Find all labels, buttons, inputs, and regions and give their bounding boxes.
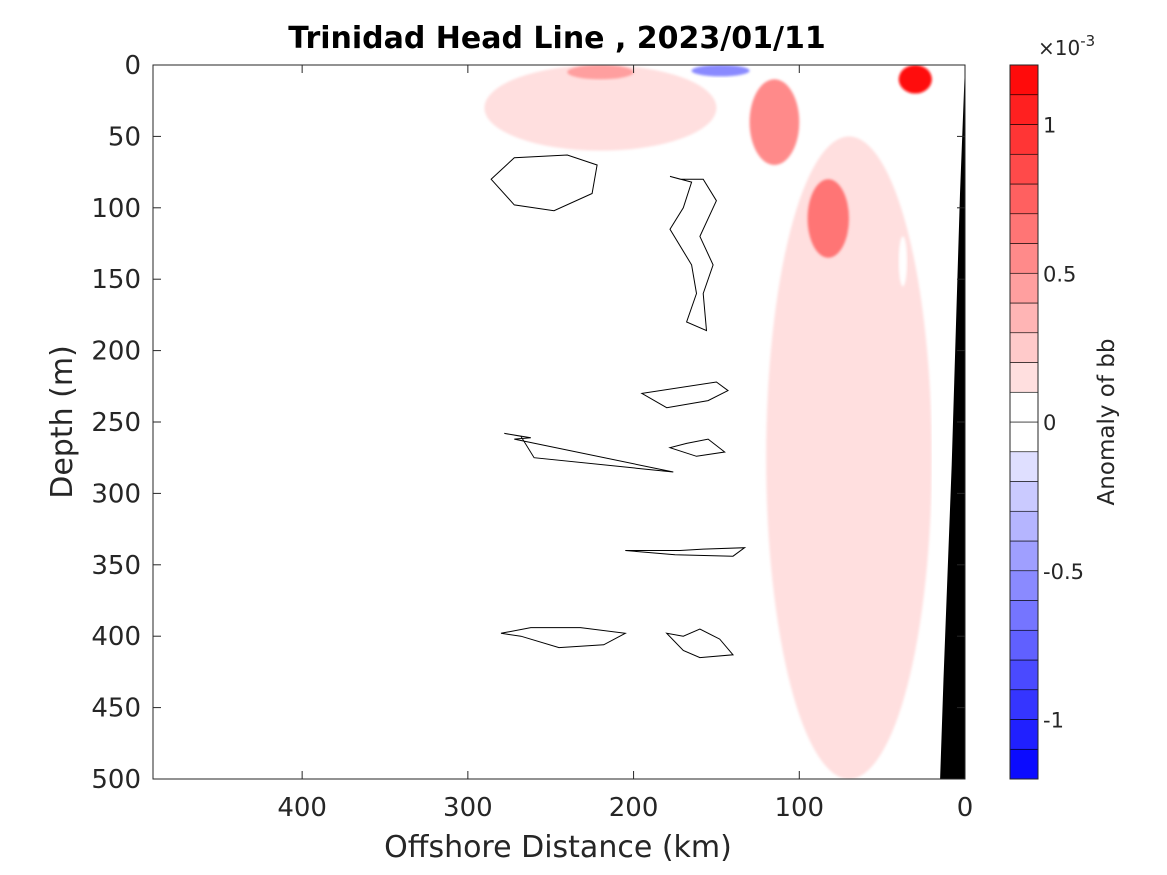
- colorbar-swatch: [1009, 570, 1039, 601]
- y-tick-label: 350: [91, 551, 141, 581]
- anomaly-region: [550, 633, 593, 641]
- anomaly-region: [898, 65, 932, 94]
- colorbar-swatch: [1009, 659, 1039, 691]
- anomaly-region: [898, 236, 907, 287]
- x-axis-label: Offshore Distance (km): [384, 830, 732, 865]
- colorbar-tick-label: -0.5: [1043, 560, 1084, 584]
- zero-contours: [490, 154, 747, 659]
- colorbar-swatch: [1009, 362, 1039, 393]
- y-tick-label: 150: [91, 265, 141, 295]
- contour-line: [625, 547, 747, 557]
- colorbar-swatch: [1009, 183, 1039, 215]
- y-tick-label: 300: [91, 479, 141, 509]
- colorbar-tick-label: 0: [1043, 411, 1056, 435]
- y-tick-label: 450: [91, 694, 141, 724]
- x-axis: 400 300 200 100 0: [277, 65, 973, 823]
- colorbar-swatch: [1009, 689, 1039, 720]
- colorbar-swatch: [1009, 153, 1039, 185]
- y-tick-label: 0: [124, 51, 141, 81]
- colorbar-swatch: [1009, 748, 1039, 780]
- coastal-blank-wedge: [931, 65, 965, 779]
- x-tick-label: 0: [957, 793, 974, 823]
- contour-line: [640, 381, 729, 409]
- y-tick-label: 200: [91, 337, 141, 367]
- colorbar-swatch: [1009, 391, 1039, 423]
- contour-line: [668, 438, 726, 457]
- colorbar-frame: [1009, 64, 1039, 780]
- anomaly-region: [691, 65, 750, 77]
- colorbar-swatch: [1009, 600, 1039, 631]
- colorbar-swatch: [1009, 302, 1039, 334]
- colorbar-swatch: [1009, 629, 1039, 661]
- x-tick-label: 400: [277, 793, 327, 823]
- colorbar-exponent: ×10-3: [1038, 32, 1095, 60]
- colorbar-swatch: [1009, 451, 1039, 482]
- colorbar-swatch: [1009, 64, 1039, 96]
- colorbar-swatch: [1009, 540, 1039, 572]
- colorbar-swatch: [1009, 719, 1039, 750]
- y-tick-label: 50: [108, 122, 141, 152]
- contour-line: [669, 175, 717, 332]
- colorbar-tick-label: 0.5: [1043, 262, 1076, 286]
- colorbar-swatch: [1009, 481, 1039, 512]
- contour-line: [665, 628, 735, 659]
- x-tick-label: 100: [774, 793, 824, 823]
- colorbar-swatch: [1009, 94, 1039, 125]
- colorbar-swatch: [1009, 124, 1039, 155]
- x-tick-label: 300: [443, 793, 493, 823]
- contour-line: [490, 154, 598, 212]
- colorbar-swatch: [1009, 213, 1039, 244]
- bathymetry-mask: [940, 65, 965, 779]
- colorbar-swatch: [1009, 272, 1039, 304]
- y-tick-label: 100: [91, 194, 141, 224]
- y-axis: 0 50 100 150 200 250 300 350 400 450 500: [91, 51, 965, 795]
- y-tick-label: 250: [91, 408, 141, 438]
- y-tick-label: 400: [91, 622, 141, 652]
- chart-title: Trinidad Head Line , 2023/01/11: [288, 21, 825, 56]
- anomaly-fills: [484, 65, 932, 779]
- x-tick-label: 200: [609, 793, 659, 823]
- anomaly-region: [766, 136, 932, 779]
- colorbar: -1 -0.5 0 0.5 1: [1009, 64, 1084, 780]
- anomaly-region: [807, 179, 849, 258]
- y-axis-label: Depth (m): [45, 345, 80, 499]
- anomaly-region: [484, 65, 717, 151]
- anomaly-region: [749, 79, 800, 165]
- colorbar-swatch: [1009, 243, 1039, 274]
- colorbar-swatch: [1009, 332, 1039, 363]
- y-tick-label: 500: [91, 765, 141, 795]
- contour-line: [504, 432, 674, 473]
- colorbar-tick-label: -1: [1043, 709, 1064, 733]
- contour-line: [500, 627, 627, 649]
- colorbar-swatch: [1009, 421, 1039, 453]
- colorbar-label: Anomaly of bb: [1094, 339, 1120, 506]
- colorbar-tick-label: 1: [1043, 114, 1056, 138]
- anomaly-region: [567, 65, 634, 80]
- colorbar-swatch: [1009, 510, 1039, 542]
